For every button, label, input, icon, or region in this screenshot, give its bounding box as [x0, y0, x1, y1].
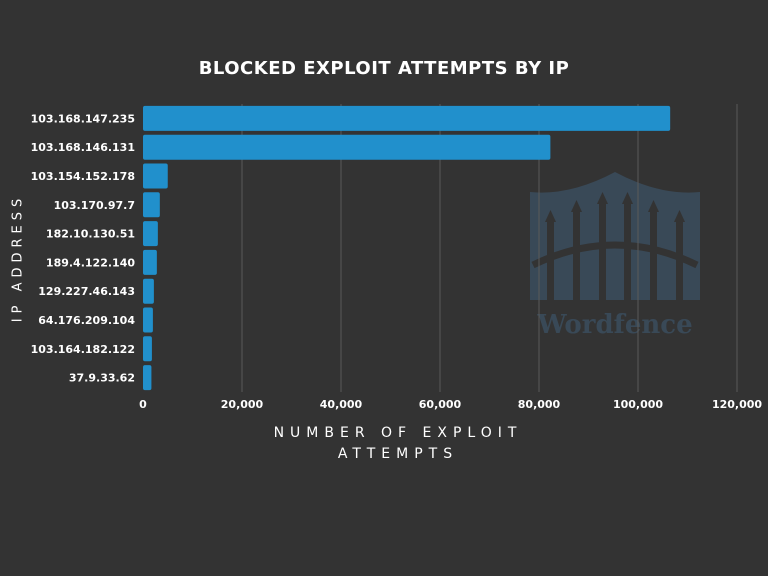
x-tick-label: 40,000 [320, 398, 363, 411]
y-tick-label: 189.4.122.140 [46, 256, 135, 269]
x-tick-label: 20,000 [221, 398, 264, 411]
y-tick-label: 103.164.182.122 [31, 343, 135, 356]
x-tick-label: 120,000 [712, 398, 762, 411]
wordfence-watermark: Wordfence [530, 172, 700, 340]
bar [143, 105, 671, 131]
bar [143, 365, 152, 391]
y-tick-label: 103.168.147.235 [31, 112, 135, 125]
bar [143, 221, 158, 247]
x-axis-label: NUMBER OF EXPLOIT ATTEMPTS [273, 425, 523, 462]
y-tick-label: 103.168.146.131 [31, 141, 135, 154]
bar [143, 192, 160, 218]
y-tick-label: 103.170.97.7 [54, 199, 135, 212]
x-tick-label: 0 [139, 398, 147, 411]
x-tick-label: 60,000 [419, 398, 462, 411]
y-tick-label: 64.176.209.104 [38, 314, 135, 327]
bar [143, 278, 154, 304]
bar [143, 249, 157, 275]
y-tick-label: 129.227.46.143 [38, 285, 135, 298]
bar [143, 134, 551, 160]
y-tick-label: 182.10.130.51 [46, 228, 135, 241]
y-tick-label: 103.154.152.178 [31, 170, 135, 183]
bar [143, 336, 152, 362]
bar [143, 163, 168, 189]
bar [143, 307, 153, 333]
x-tick-label: 100,000 [613, 398, 663, 411]
chart-title: BLOCKED EXPLOIT ATTEMPTS BY IP [198, 58, 570, 79]
watermark-text: Wordfence [536, 310, 692, 340]
x-tick-label: 80,000 [518, 398, 561, 411]
y-tick-label: 37.9.33.62 [69, 372, 135, 385]
